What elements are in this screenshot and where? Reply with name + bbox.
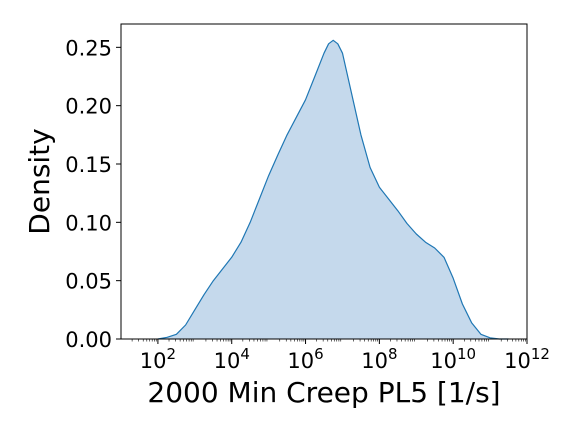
y-axis-label: Density — [23, 128, 56, 234]
x-tick-label: 102 — [140, 345, 176, 373]
x-tick-label: 108 — [361, 345, 397, 373]
plot-frame — [120, 23, 528, 340]
y-tick-label: 0.15 — [65, 153, 112, 177]
plot-area — [157, 39, 509, 340]
x-tick-label: 106 — [287, 345, 323, 373]
x-axis-label: 2000 Min Creep PL5 [1/s] — [147, 376, 500, 409]
y-tick-label: 0.10 — [65, 211, 112, 235]
density-area — [157, 40, 509, 340]
y-tick-label: 0.20 — [65, 95, 112, 119]
y-axis: 0.00 0.05 0.10 0.15 0.20 0.25 — [65, 36, 121, 352]
y-tick-label: 0.25 — [65, 36, 112, 60]
y-tick-label: 0.00 — [65, 328, 112, 352]
density-line — [157, 39, 509, 340]
x-tick-label: 1010 — [430, 345, 476, 373]
x-axis: 102 104 106 108 1010 1012 — [131, 339, 550, 373]
x-tick-label: 104 — [214, 345, 250, 373]
y-tick-label: 0.05 — [65, 270, 112, 294]
x-tick-label: 1012 — [504, 345, 550, 373]
